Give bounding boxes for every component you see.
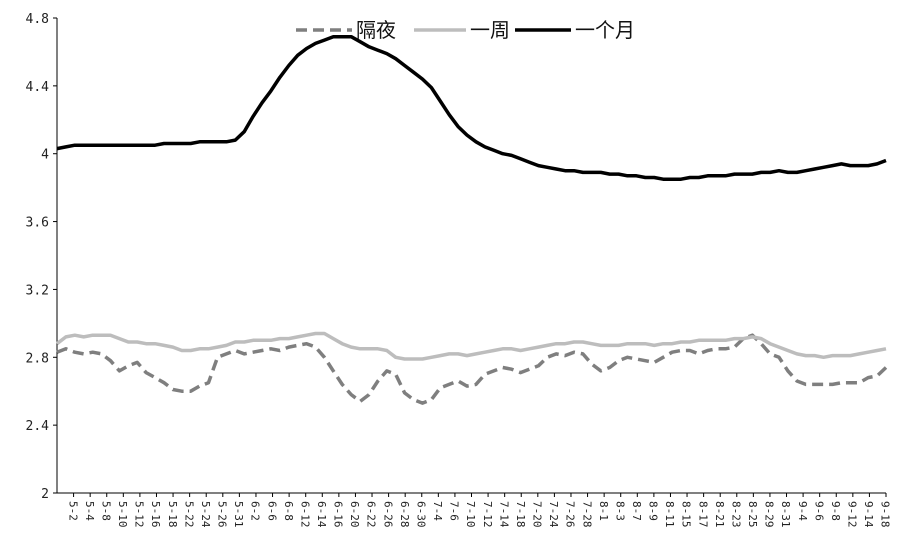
x-tick-label: 9-14: [862, 501, 875, 528]
y-tick-label: 2: [41, 487, 49, 502]
series-line-0: [56, 333, 888, 405]
x-tick-label: 5-2: [66, 501, 79, 521]
x-tick-label: 8-15: [680, 501, 693, 528]
x-tick-label: 6-30: [415, 501, 428, 528]
x-tick-label: 6-2: [249, 501, 262, 521]
x-tick-label: 8-17: [696, 501, 709, 528]
x-tick-label: 8-9: [647, 501, 660, 521]
legend-label-1: 一周: [470, 18, 510, 42]
y-tick-label: 4: [41, 148, 49, 163]
x-tick-label: 5-26: [216, 501, 229, 528]
x-tick-label: 8-23: [730, 501, 743, 528]
x-tick-label: 5-18: [166, 501, 179, 528]
y-tick-label: 2.4: [26, 419, 50, 434]
x-tick-label: 7-26: [564, 501, 577, 528]
x-tick-label: 9-6: [812, 501, 825, 521]
x-tick-label: 5-4: [83, 501, 96, 521]
x-tick-label: 7-28: [580, 501, 593, 528]
x-tick-label: 9-4: [796, 501, 809, 521]
x-tick-label: 6-6: [265, 501, 278, 521]
y-tick-label: 4.4: [26, 80, 50, 95]
x-tick-label: 6-20: [348, 501, 361, 528]
x-tick-label: 5-8: [99, 501, 112, 521]
x-tick-label: 5-10: [116, 501, 129, 528]
legend-label-0: 隔夜: [356, 18, 396, 42]
x-tick-label: 6-26: [381, 501, 394, 528]
chart-legend: 隔夜 一周 一个月: [296, 18, 635, 42]
legend-label-2: 一个月: [575, 18, 635, 42]
x-tick-label: 9-8: [829, 501, 842, 521]
x-tick-label: 6-28: [398, 501, 411, 528]
chart-axes: [56, 18, 886, 494]
x-tick-label: 6-22: [365, 501, 378, 528]
x-tick-label: 7-12: [481, 501, 494, 528]
x-tick-label: 5-16: [149, 501, 162, 528]
x-tick-label: 5-24: [199, 501, 212, 528]
x-tick-label: 9-18: [879, 501, 892, 528]
x-tick-label: 8-1: [597, 501, 610, 521]
x-axis-ticks: 5-2 5-4 5-8 5-10 5-12 5-16 5-18 5-22 5-24 5-26 5-3…: [66, 493, 892, 528]
y-tick-label: 2.8: [26, 351, 49, 366]
x-tick-label: 7-4: [431, 501, 444, 521]
x-tick-label: 8-7: [630, 501, 643, 521]
x-tick-label: 8-31: [779, 501, 792, 528]
x-tick-label: 7-18: [514, 501, 527, 528]
x-tick-label: 6-16: [332, 501, 345, 528]
x-tick-label: 7-10: [464, 501, 477, 528]
x-tick-label: 6-14: [315, 501, 328, 528]
y-tick-label: 3.6: [26, 216, 49, 231]
x-tick-label: 9-12: [846, 501, 859, 528]
series-lines: [55, 34, 888, 405]
series-line-1: [55, 331, 887, 361]
x-tick-label: 5-12: [133, 501, 146, 528]
x-tick-label: 7-24: [547, 501, 560, 528]
y-tick-label: 4.8: [26, 12, 49, 27]
x-tick-label: 6-8: [282, 501, 295, 521]
x-tick-label: 7-14: [497, 501, 510, 528]
y-axis-ticks: 2 2.4 2.8 3.2 3.6 4 4.4 4.8: [26, 12, 57, 502]
x-tick-label: 8-11: [663, 501, 676, 528]
y-tick-label: 3.2: [26, 283, 49, 298]
x-tick-label: 7-20: [531, 501, 544, 528]
x-tick-label: 5-31: [232, 501, 245, 528]
series-line-2: [56, 34, 887, 181]
x-tick-label: 5-22: [182, 501, 195, 528]
x-tick-label: 6-12: [298, 501, 311, 528]
x-tick-label: 8-21: [713, 501, 726, 528]
x-tick-label: 8-25: [746, 501, 759, 528]
x-tick-label: 7-6: [448, 501, 461, 521]
x-tick-label: 8-29: [763, 501, 776, 528]
x-tick-label: 8-3: [613, 501, 626, 521]
